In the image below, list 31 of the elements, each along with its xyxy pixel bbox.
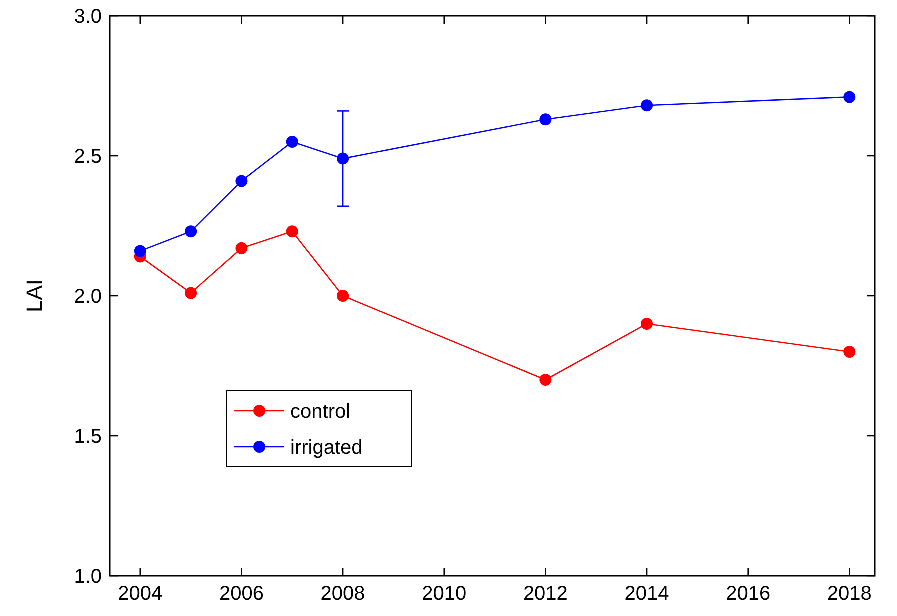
y-tick-label: 3.0 [74,6,102,28]
y-tick-label: 2.0 [74,286,102,308]
point [540,374,552,386]
point [844,91,856,104]
x-tick-label: 2016 [726,583,771,605]
y-tick-label: 2.5 [74,146,102,168]
x-tick-label: 2006 [219,583,264,605]
point [185,287,198,300]
y-axis-title: LAI [22,279,47,313]
y-tick-label: 1.0 [74,566,102,588]
point [844,346,856,358]
x-tick-label: 2014 [624,583,670,605]
point [286,226,298,238]
point [236,175,248,188]
x-tick-label: 2018 [827,583,872,605]
point [337,290,350,302]
point [134,245,146,258]
x-tick-label: 2004 [118,583,163,605]
legend-label: control [290,401,351,423]
point [337,152,350,165]
x-tick-label: 2008 [320,583,366,605]
point [286,136,298,148]
point [185,226,198,238]
x-tick-label: 2012 [523,583,568,605]
point [236,242,248,254]
y-tick-label: 1.5 [74,426,102,448]
point [641,318,654,330]
x-tick-label: 2010 [422,583,467,605]
point [540,114,552,126]
point [641,100,654,112]
legend-label: irrigated [290,437,363,459]
